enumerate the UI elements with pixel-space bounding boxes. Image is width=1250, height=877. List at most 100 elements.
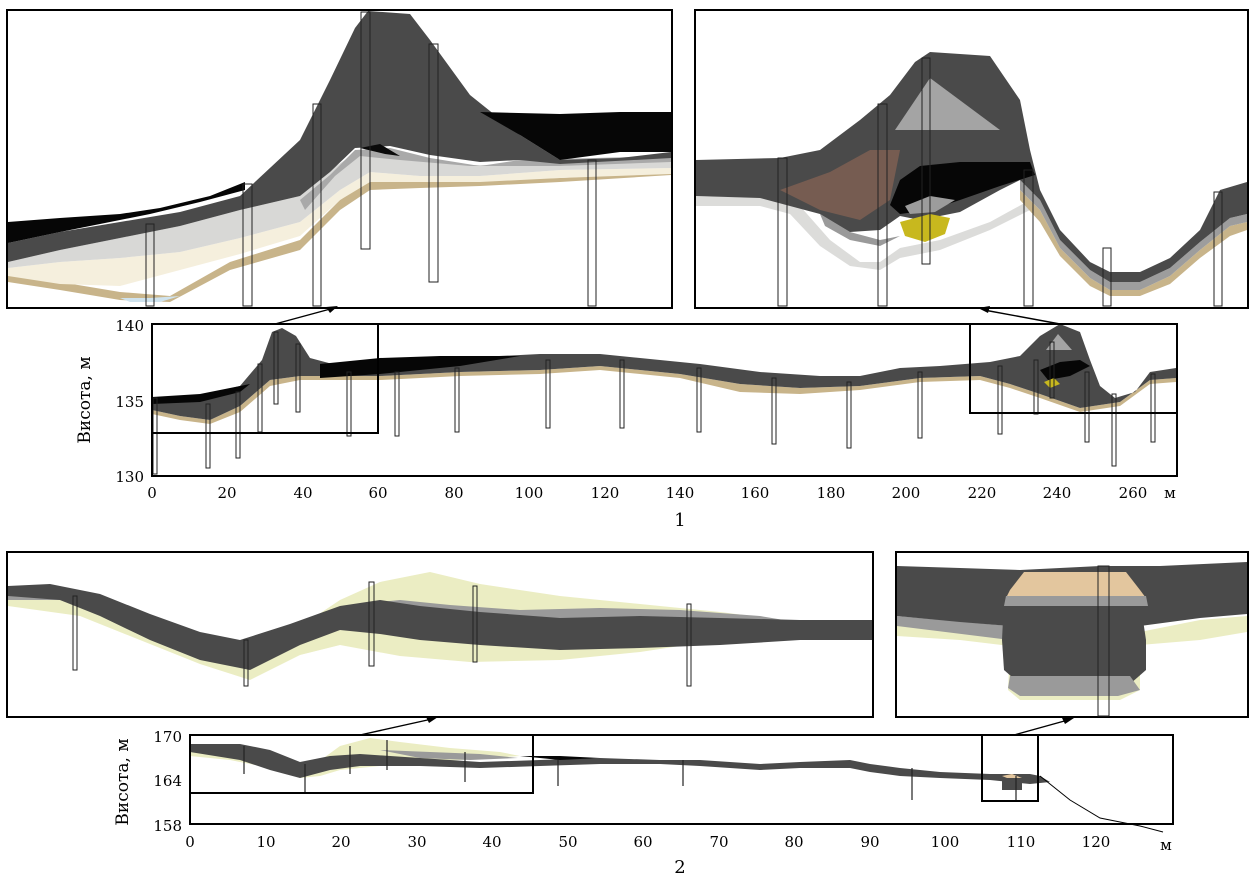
profile2-inset-right-boreholes [1097, 565, 1110, 717]
borehole [346, 371, 352, 437]
x-tick-label: 140 [666, 484, 695, 502]
profile1-main: 0 20 40 60 80 100 120 140 160 180 200 22… [75, 306, 1178, 531]
layer-yellow [900, 214, 950, 242]
borehole [877, 103, 888, 307]
borehole [1213, 191, 1223, 307]
layer-black [8, 182, 245, 243]
x-tick-label: 200 [892, 484, 921, 502]
layer-yellow [1044, 378, 1060, 388]
borehole [243, 639, 249, 687]
profile2-connector-right [1013, 718, 1074, 736]
profile1-inset-right-boreholes [777, 57, 1223, 307]
borehole [777, 157, 788, 307]
x-tick-label: 40 [482, 833, 501, 851]
x-tick-label: 10 [256, 833, 275, 851]
layer-dark-plug [1002, 600, 1146, 684]
layer-dark [8, 584, 872, 670]
layer-grey [380, 750, 518, 760]
profile2-slope-line [1039, 775, 1164, 833]
profile2-inset-right-layers [897, 562, 1247, 700]
layer-grey [897, 616, 1010, 640]
profile2-x-ticks: 0 10 20 30 40 50 60 70 80 90 100 110 120… [185, 833, 1172, 854]
profile1-connector-left [274, 306, 338, 325]
profile1-zoom-box-left [151, 323, 379, 434]
profile2-connector-left [359, 717, 438, 736]
x-tick-label: 80 [444, 484, 463, 502]
profile2-panel-number: 2 [674, 857, 685, 877]
profile1-inset-left-boreholes [145, 11, 597, 307]
x-tick-label: 0 [147, 484, 157, 502]
layer-tan [1020, 190, 1247, 296]
layer-black [520, 756, 600, 760]
profile1-inset-right [694, 9, 1249, 309]
borehole [696, 367, 702, 433]
layer-grey-cap [1046, 334, 1072, 350]
layer-black-mid [320, 356, 520, 378]
x-tick-label: 160 [741, 484, 770, 502]
layer-grey-band [1004, 596, 1148, 606]
borehole [619, 359, 625, 429]
y-tick-label: 170 [153, 728, 182, 746]
layer-black [152, 384, 250, 404]
layer-cream [8, 168, 671, 286]
borehole [312, 103, 322, 307]
x-unit-label: м [1164, 484, 1176, 502]
borehole [205, 403, 211, 469]
borehole [587, 159, 597, 307]
y-tick-label: 135 [115, 393, 144, 411]
profile2-inset-left-boreholes [72, 581, 692, 687]
profile1-y-axis-title: Висота, м [75, 356, 95, 443]
profile2-y-axis-title: Висота, м [113, 738, 133, 825]
x-tick-label: 40 [293, 484, 312, 502]
profile2-zoom-box-right [981, 734, 1039, 802]
layer-light-grey [8, 150, 671, 268]
borehole [368, 581, 375, 667]
x-tick-label: 100 [515, 484, 544, 502]
profile2-y-ticks: 158 164 170 [153, 728, 182, 835]
layer-plug [1002, 778, 1022, 790]
profile1-y-ticks: 130 135 140 [115, 317, 144, 486]
layer-black-right [1040, 360, 1090, 380]
profile2-boreholes [243, 740, 1017, 802]
borehole [454, 367, 460, 433]
borehole [242, 183, 253, 307]
profile2-inset-right [895, 551, 1249, 718]
layer-tan [152, 366, 1176, 424]
x-tick-label: 20 [217, 484, 236, 502]
borehole [472, 585, 478, 663]
x-tick-label: 220 [968, 484, 997, 502]
layer-grey [820, 214, 900, 246]
x-tick-label: 240 [1043, 484, 1072, 502]
layer-mid-grey [1020, 180, 1247, 290]
profile2-main: 0 10 20 30 40 50 60 70 80 90 100 110 120… [113, 717, 1174, 877]
x-tick-label: 50 [558, 833, 577, 851]
x-tick-label: 0 [185, 833, 195, 851]
borehole [545, 359, 551, 429]
borehole [1097, 565, 1110, 717]
x-tick-label: 30 [407, 833, 426, 851]
borehole [1049, 341, 1055, 399]
borehole [771, 377, 777, 445]
x-tick-label: 90 [860, 833, 879, 851]
x-tick-label: 120 [1082, 833, 1111, 851]
borehole [1150, 373, 1156, 443]
y-tick-label: 140 [115, 317, 144, 335]
profile1-inset-left [6, 9, 673, 309]
borehole [1084, 371, 1090, 443]
profile2-inset-left [6, 551, 874, 718]
borehole [846, 381, 852, 449]
x-tick-label: 120 [591, 484, 620, 502]
layer-light-grey [696, 196, 1030, 270]
x-tick-label: 80 [784, 833, 803, 851]
borehole [360, 11, 371, 250]
layer-grey [300, 148, 671, 210]
layer-black-right [480, 112, 671, 160]
layer-dark [8, 11, 671, 262]
borehole [1111, 393, 1117, 467]
y-tick-label: 158 [153, 817, 182, 835]
profile1-connector-right [978, 306, 1061, 325]
borehole [295, 343, 301, 413]
x-tick-label: 70 [709, 833, 728, 851]
profile2-layers [190, 738, 1050, 790]
